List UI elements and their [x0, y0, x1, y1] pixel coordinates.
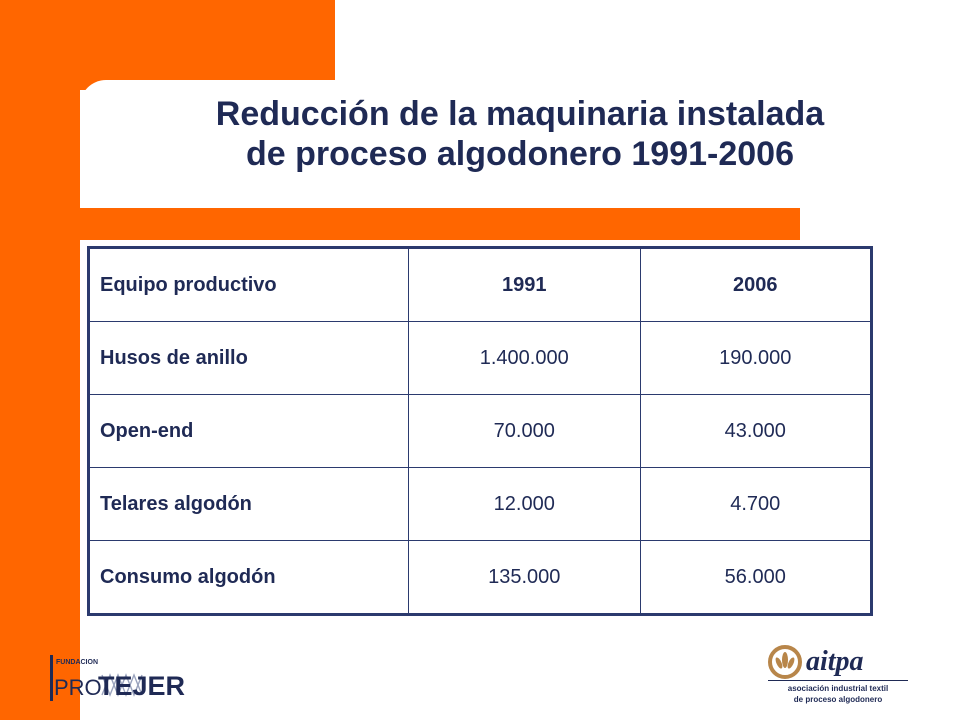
header-2006: 2006: [639, 247, 872, 322]
row-label: Husos de anillo: [88, 321, 409, 395]
slide-title: Reducción de la maquinaria instalada de …: [80, 94, 960, 174]
orange-top-block: [80, 0, 335, 90]
row-value-2006: 4.700: [639, 467, 872, 541]
row-value-2006: 43.000: [639, 394, 872, 468]
row-value-1991: 12.000: [408, 467, 641, 541]
logo-tagline1: asociación industrial textil: [788, 684, 888, 693]
header-equipment: Equipo productivo: [88, 247, 409, 322]
table-header-row: Equipo productivo 1991 2006: [88, 247, 872, 322]
row-value-1991: 135.000: [408, 540, 641, 615]
table-row: Open-end 70.000 43.000: [88, 394, 872, 468]
logo-ring-icon: [768, 645, 802, 679]
logo-left-rule: [50, 655, 53, 701]
logo-pro-text: PRO: [54, 675, 102, 700]
logo-name-text: TEJER: [98, 671, 185, 701]
row-label: Telares algodón: [88, 467, 409, 541]
cotton-plant-icon: [775, 652, 795, 669]
protejer-logo: FUNDACION PRO TEJER: [50, 655, 185, 701]
row-label: Open-end: [88, 394, 409, 468]
logo-aitpa-text: aitpa: [806, 646, 864, 677]
aitpa-logo: aitpa asociación industrial textil de pr…: [768, 645, 908, 704]
table-row: Telares algodón 12.000 4.700: [88, 467, 872, 541]
row-value-1991: 70.000: [408, 394, 641, 468]
row-value-1991: 1.400.000: [408, 321, 641, 395]
orange-side-bar: [0, 0, 80, 720]
header-1991: 1991: [408, 247, 641, 322]
title-panel: [80, 80, 800, 208]
table-row: Consumo algodón 135.000 56.000: [88, 540, 872, 615]
row-value-2006: 56.000: [639, 540, 872, 615]
slide-title-line2: de proceso algodonero 1991-2006: [246, 135, 794, 173]
machinery-table: Equipo productivo 1991 2006 Husos de ani…: [87, 246, 873, 616]
row-label: Consumo algodón: [88, 540, 409, 615]
logo-small-text: FUNDACION: [56, 659, 98, 666]
slide-title-line1: Reducción de la maquinaria instalada: [215, 95, 825, 133]
logo-weave-icon: [101, 673, 143, 697]
logo-tagline2: de proceso algodonero: [794, 695, 883, 704]
table-row: Husos de anillo 1.400.000 190.000: [88, 321, 872, 395]
row-value-2006: 190.000: [639, 321, 872, 395]
orange-band: [80, 208, 800, 240]
logo-divider: [768, 680, 908, 681]
